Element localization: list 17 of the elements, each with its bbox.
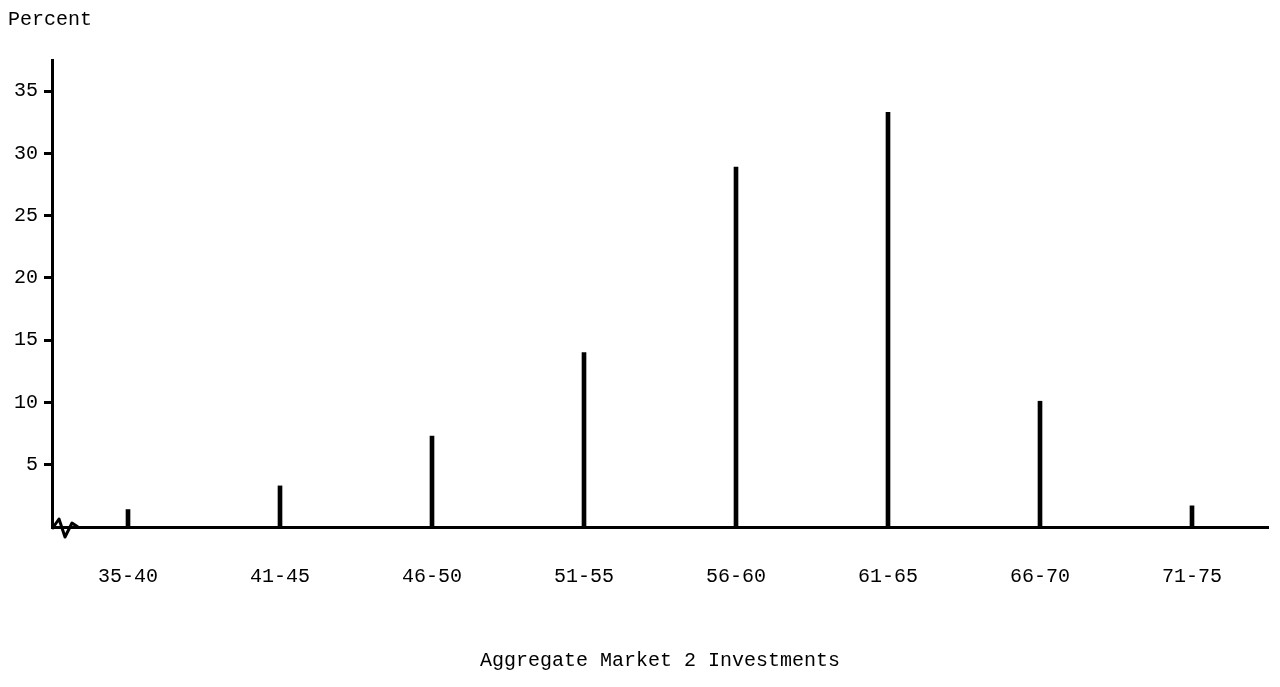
x-tick-label: 51-55 [553, 565, 615, 589]
x-tick-label: 56-60 [705, 565, 767, 589]
x-tick-label: 35-40 [98, 565, 159, 589]
x-tick-label: 66-70 [1009, 565, 1071, 589]
y-tick-label: 15 [13, 328, 38, 352]
x-tick-label: 46-50 [401, 565, 463, 589]
x-tick-label: 71-75 [1161, 565, 1223, 589]
x-axis-title: Aggregate Market 2 Investments [479, 649, 841, 673]
y-tick-label: 20 [13, 266, 38, 290]
y-tick-label: 10 [13, 390, 38, 414]
y-tick-label: 30 [13, 141, 38, 165]
y-tick-label: 25 [13, 203, 38, 227]
x-tick-label: 41-45 [250, 565, 311, 589]
y-tick-label: 35 [13, 79, 38, 103]
x-tick-label: 61-65 [857, 565, 919, 589]
y-tick-label: 5 [25, 453, 38, 477]
y-axis-title: Percent [8, 8, 93, 31]
